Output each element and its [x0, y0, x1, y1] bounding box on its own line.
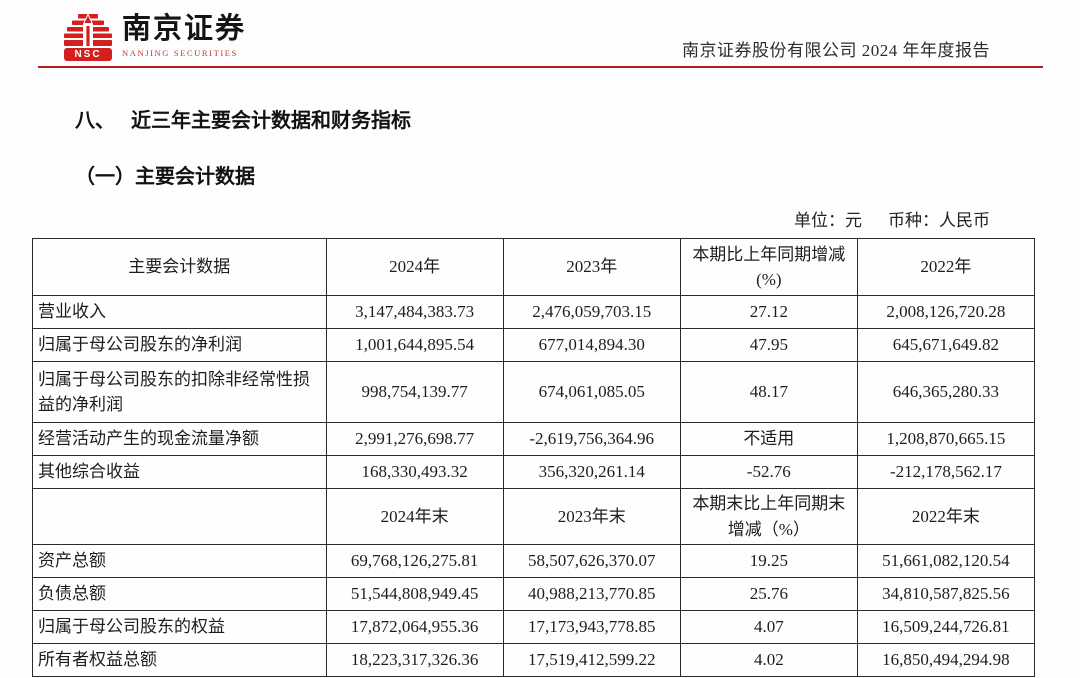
- value-2024: 18,223,317,326.36: [325, 643, 504, 677]
- value-change: 4.07: [679, 610, 858, 644]
- metric-label: 归属于母公司股东的净利润: [32, 328, 327, 362]
- value-change: 25.76: [679, 577, 858, 611]
- value-2023: 58,507,626,370.07: [502, 544, 681, 578]
- header-change: 本期比上年同期增减(%): [679, 238, 858, 296]
- value-change: 4.02: [679, 643, 858, 677]
- subsection-number: （一）: [75, 166, 135, 188]
- header-metric: 主要会计数据: [32, 238, 327, 296]
- value-2024: 69,768,126,275.81: [325, 544, 504, 578]
- header-2022-end: 2022年末: [856, 488, 1036, 545]
- key-accounting-data-table: 主要会计数据 2024年 2023年 本期比上年同期增减(%) 2022年 营业…: [32, 238, 1036, 677]
- metric-label: 经营活动产生的现金流量净额: [32, 422, 327, 456]
- logo-cn-name: 南京证券: [122, 13, 247, 45]
- value-2022: 646,365,280.33: [856, 361, 1036, 423]
- page-header: NSC 南京证券 NANJING SECURITIES 南京证券股份有限公司 2…: [0, 0, 1080, 68]
- metric-label: 资产总额: [32, 544, 327, 578]
- value-2022: 645,671,649.82: [856, 328, 1036, 362]
- section-number: 八、: [75, 110, 115, 132]
- table-row-operating-revenue: 营业收入 3,147,484,383.73 2,476,059,703.15 2…: [32, 295, 1036, 329]
- logo-en-name: NANJING SECURITIES: [122, 47, 238, 58]
- section-heading: 八、 近三年主要会计数据和财务指标: [75, 104, 1080, 133]
- value-2024: 1,001,644,895.54: [325, 328, 504, 362]
- value-change: 47.95: [679, 328, 858, 362]
- header-2022: 2022年: [856, 238, 1036, 296]
- table-row-net-profit-after-deduction: 归属于母公司股东的扣除非经常性损益的净利润 998,754,139.77 674…: [32, 361, 1036, 423]
- value-2022: 34,810,587,825.56: [856, 577, 1036, 611]
- nsc-emblem-icon: NSC: [64, 14, 112, 61]
- logo-text: 南京证券 NANJING SECURITIES: [122, 13, 247, 58]
- value-2023: 40,988,213,770.85: [502, 577, 681, 611]
- header-metric-empty: [32, 488, 327, 545]
- value-2022: 2,008,126,720.28: [856, 295, 1036, 329]
- metric-label: 所有者权益总额: [32, 643, 327, 677]
- nsc-acronym: NSC: [64, 48, 112, 61]
- value-2024: 2,991,276,698.77: [325, 422, 504, 456]
- header-2023-end: 2023年末: [502, 488, 681, 545]
- gate-tower-icon: [64, 14, 112, 46]
- table-header-row-period: 主要会计数据 2024年 2023年 本期比上年同期增减(%) 2022年: [32, 238, 1036, 296]
- value-2022: -212,178,562.17: [856, 455, 1036, 489]
- table-row-equity-attributable-to-parent: 归属于母公司股东的权益 17,872,064,955.36 17,173,943…: [32, 610, 1036, 644]
- metric-label: 其他综合收益: [32, 455, 327, 489]
- metric-label: 归属于母公司股东的扣除非经常性损益的净利润: [32, 361, 327, 423]
- header-change-end: 本期末比上年同期末增减（%）: [679, 488, 858, 545]
- value-2023: 674,061,085.05: [502, 361, 681, 423]
- value-2024: 168,330,493.32: [325, 455, 504, 489]
- table-row-total-owners-equity: 所有者权益总额 18,223,317,326.36 17,519,412,599…: [32, 643, 1036, 677]
- value-change: 不适用: [679, 422, 858, 456]
- table-row-total-liabilities: 负债总额 51,544,808,949.45 40,988,213,770.85…: [32, 577, 1036, 611]
- report-body: 八、 近三年主要会计数据和财务指标 （一）主要会计数据 单位：元 币种：人民币 主要…: [0, 104, 1080, 677]
- value-2023: 17,519,412,599.22: [502, 643, 681, 677]
- value-change: 48.17: [679, 361, 858, 423]
- value-2023: -2,619,756,364.96: [502, 422, 681, 456]
- value-2023: 17,173,943,778.85: [502, 610, 681, 644]
- table-row-total-assets: 资产总额 69,768,126,275.81 58,507,626,370.07…: [32, 544, 1036, 578]
- value-2024: 17,872,064,955.36: [325, 610, 504, 644]
- value-2022: 16,850,494,294.98: [856, 643, 1036, 677]
- unit-label: 单位：元: [794, 211, 862, 230]
- metric-label: 归属于母公司股东的权益: [32, 610, 327, 644]
- table-row-other-comprehensive-income: 其他综合收益 168,330,493.32 356,320,261.14 -52…: [32, 455, 1036, 489]
- value-2023: 2,476,059,703.15: [502, 295, 681, 329]
- value-change: 19.25: [679, 544, 858, 578]
- subsection-heading: （一）主要会计数据: [75, 160, 1080, 189]
- section-title: 近三年主要会计数据和财务指标: [131, 110, 411, 132]
- report-title: 南京证券股份有限公司 2024 年年度报告: [682, 41, 990, 60]
- header-2024: 2024年: [325, 238, 504, 296]
- value-change: 27.12: [679, 295, 858, 329]
- value-2022: 1,208,870,665.15: [856, 422, 1036, 456]
- value-2023: 356,320,261.14: [502, 455, 681, 489]
- table-row-operating-cash-flow: 经营活动产生的现金流量净额 2,991,276,698.77 -2,619,75…: [32, 422, 1036, 456]
- value-2022: 16,509,244,726.81: [856, 610, 1036, 644]
- header-2024-end: 2024年末: [325, 488, 504, 545]
- value-2023: 677,014,894.30: [502, 328, 681, 362]
- value-2024: 998,754,139.77: [325, 361, 504, 423]
- unit-note: 单位：元 币种：人民币: [0, 206, 990, 231]
- subsection-title: 主要会计数据: [135, 166, 255, 188]
- header-2023: 2023年: [502, 238, 681, 296]
- value-2024: 51,544,808,949.45: [325, 577, 504, 611]
- metric-label: 营业收入: [32, 295, 327, 329]
- value-2024: 3,147,484,383.73: [325, 295, 504, 329]
- metric-label: 负债总额: [32, 577, 327, 611]
- value-change: -52.76: [679, 455, 858, 489]
- company-logo: NSC 南京证券 NANJING SECURITIES: [64, 13, 247, 61]
- value-2022: 51,661,082,120.54: [856, 544, 1036, 578]
- currency-label: 币种：人民币: [888, 211, 990, 230]
- header-divider: [38, 66, 1043, 68]
- table-row-net-profit: 归属于母公司股东的净利润 1,001,644,895.54 677,014,89…: [32, 328, 1036, 362]
- table-header-row-period-end: 2024年末 2023年末 本期末比上年同期末增减（%） 2022年末: [32, 488, 1036, 545]
